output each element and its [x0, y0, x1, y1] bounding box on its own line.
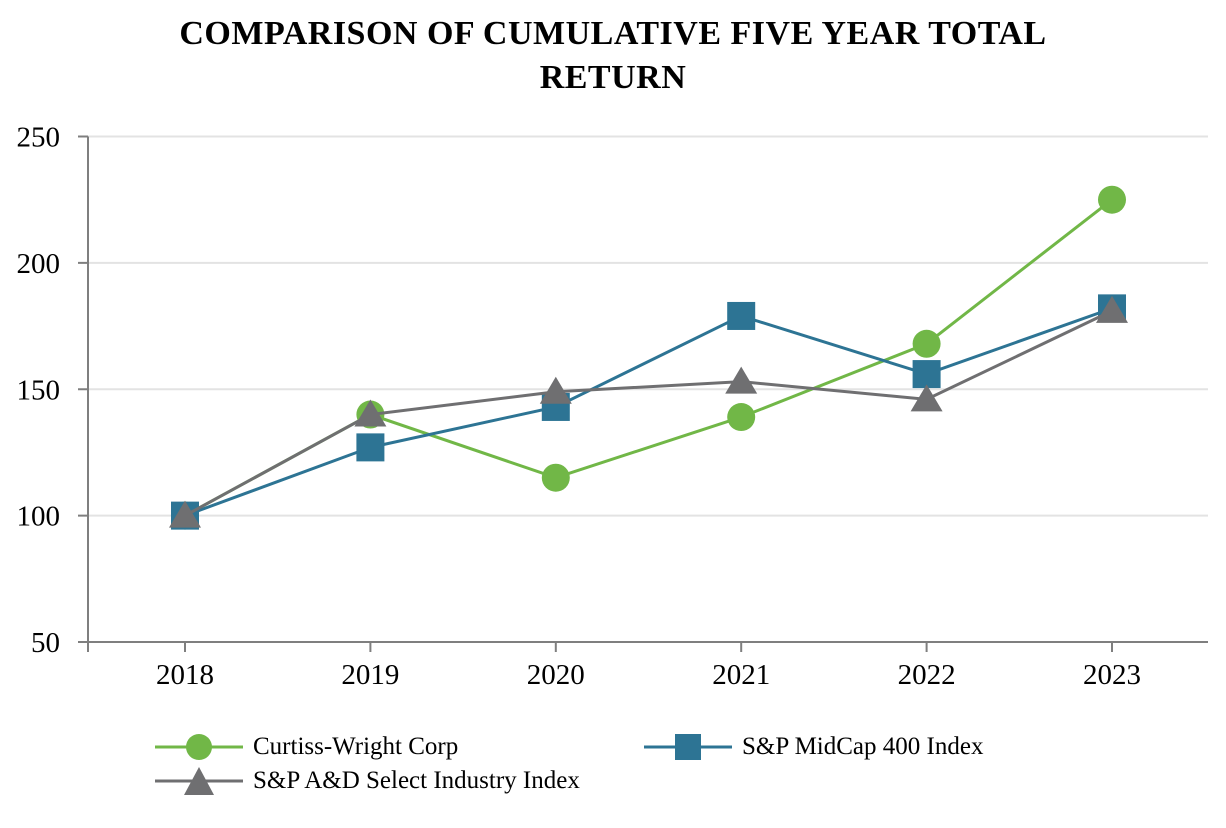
svg-text:2022: 2022 [898, 659, 956, 691]
legend-label-curtiss-wright: Curtiss-Wright Corp [253, 733, 459, 760]
svg-text:2021: 2021 [712, 659, 770, 691]
svg-text:2019: 2019 [341, 659, 399, 691]
svg-text:2023: 2023 [1083, 659, 1141, 691]
svg-text:200: 200 [17, 248, 61, 280]
legend-label-midcap-400: S&P MidCap 400 Index [742, 733, 984, 760]
svg-text:2020: 2020 [527, 659, 585, 691]
svg-text:2018: 2018 [156, 659, 214, 691]
chart-title-line-2: RETURN [539, 59, 687, 96]
chart-title: COMPARISON OF CUMULATIVE FIVE YEAR TOTAL… [0, 12, 1226, 100]
svg-text:250: 250 [17, 122, 61, 154]
circle-marker-icon [155, 734, 243, 760]
legend-item-curtiss-wright: Curtiss-Wright Corp [155, 731, 458, 763]
legend-item-midcap-400: S&P MidCap 400 Index [644, 731, 983, 763]
legend-item-ad-select: S&P A&D Select Industry Index [155, 765, 580, 797]
square-marker-icon [644, 734, 732, 760]
svg-text:100: 100 [17, 501, 61, 533]
chart-title-line-1: COMPARISON OF CUMULATIVE FIVE YEAR TOTAL [179, 15, 1047, 52]
svg-text:50: 50 [31, 627, 60, 659]
legend-label-ad-select: S&P A&D Select Industry Index [253, 767, 580, 794]
svg-text:150: 150 [17, 374, 61, 406]
triangle-marker-icon [155, 767, 243, 795]
